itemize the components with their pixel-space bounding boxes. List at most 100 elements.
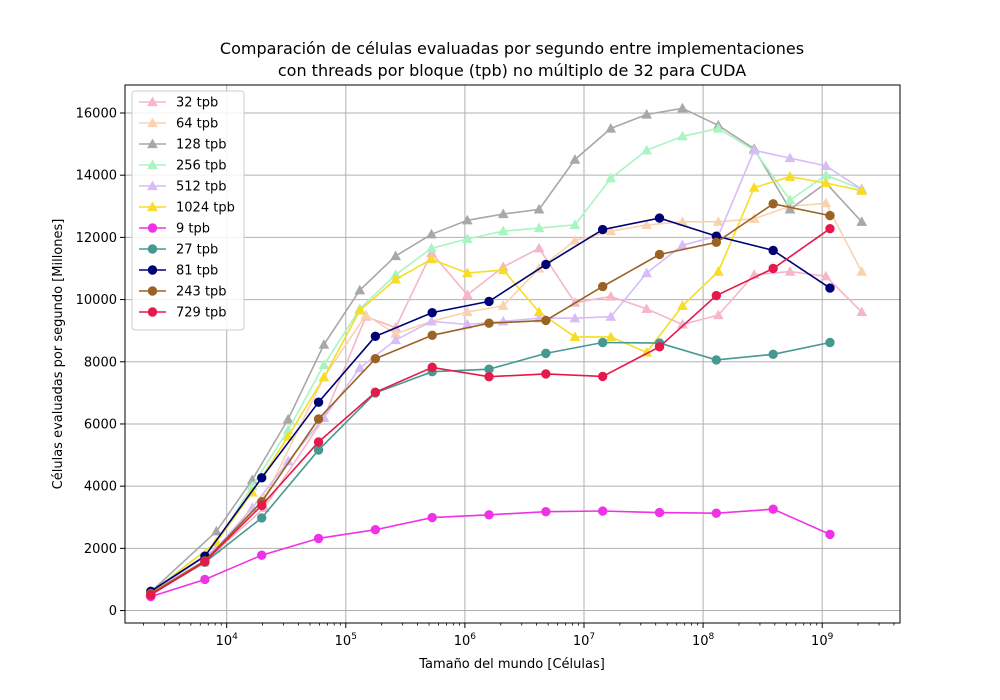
data-point [569, 312, 581, 323]
series-243-tpb [146, 199, 835, 599]
data-point [426, 228, 437, 239]
series-128-tpb [145, 102, 868, 597]
data-point [497, 300, 509, 310]
data-point [541, 369, 551, 379]
data-point [257, 513, 267, 523]
series-lines [145, 102, 868, 602]
data-point [541, 259, 551, 270]
data-point [282, 430, 294, 441]
data-point [677, 102, 688, 113]
data-point [712, 123, 724, 133]
data-point [497, 264, 509, 275]
y-tick-label: 2000 [84, 542, 117, 557]
series-line [150, 202, 863, 594]
data-point [768, 199, 778, 209]
legend-swatch-marker [147, 265, 158, 275]
legend-swatch-marker [147, 180, 158, 191]
data-point [533, 222, 545, 233]
data-point [641, 267, 652, 278]
x-tick-label: 108 [692, 632, 715, 649]
data-point [390, 273, 401, 284]
data-point [820, 270, 832, 281]
data-point [711, 508, 722, 518]
data-point [711, 355, 722, 365]
data-point [677, 239, 688, 250]
data-point [533, 203, 545, 214]
data-point [497, 208, 509, 219]
data-point [825, 223, 835, 234]
data-point [541, 506, 551, 517]
data-point [825, 210, 835, 221]
data-point [257, 550, 267, 560]
data-point [748, 144, 760, 155]
legend-label: 9 tpb [176, 222, 210, 237]
data-point [711, 237, 722, 248]
data-point [569, 331, 581, 341]
data-point [462, 233, 473, 244]
data-point [462, 289, 473, 300]
data-point [318, 339, 330, 349]
data-point [748, 182, 760, 192]
data-point [533, 242, 545, 253]
data-point [605, 331, 617, 341]
data-point [146, 590, 156, 600]
data-point [856, 306, 868, 317]
data-point [597, 281, 608, 292]
data-point [856, 266, 868, 276]
data-point [768, 349, 778, 360]
data-point [462, 214, 473, 225]
data-point [318, 359, 330, 369]
x-tick-label: 106 [454, 632, 477, 649]
series-line [150, 228, 831, 596]
data-point [569, 219, 581, 230]
data-point [641, 144, 652, 155]
chart-title-line-2: con threads por bloque (tpb) no múltiplo… [278, 61, 746, 80]
legend-swatch-marker [147, 159, 158, 170]
data-point [370, 387, 381, 397]
legend-label: 256 tpb [176, 159, 227, 174]
data-point [569, 154, 581, 164]
data-point [427, 362, 437, 373]
data-point [390, 250, 401, 261]
plot-frame [124, 84, 901, 624]
y-tick-label: 10000 [76, 293, 117, 308]
data-point [569, 234, 581, 245]
data-point [597, 506, 608, 516]
data-point [370, 353, 381, 364]
y-tick-label: 4000 [84, 480, 117, 495]
data-point [541, 315, 551, 326]
data-point [390, 334, 401, 345]
data-point [605, 290, 617, 301]
data-point [360, 309, 372, 320]
data-point [354, 304, 366, 315]
data-point [712, 266, 724, 276]
data-point [712, 216, 724, 226]
data-point [484, 318, 494, 328]
data-point [257, 500, 267, 511]
legend-label: 32 tpb [176, 96, 218, 111]
data-point [856, 216, 868, 226]
data-point [427, 330, 437, 341]
data-point [605, 311, 617, 321]
data-point [768, 504, 778, 514]
data-point [282, 413, 294, 424]
data-point [605, 123, 617, 133]
data-point [426, 242, 437, 253]
legend-label: 81 tpb [176, 264, 218, 279]
legend-label: 27 tpb [176, 243, 218, 258]
data-point [484, 372, 494, 382]
data-point [497, 225, 509, 236]
legend-label: 128 tpb [176, 138, 227, 153]
data-point [605, 172, 617, 183]
data-point [200, 574, 210, 585]
data-point [856, 185, 868, 195]
data-point [462, 267, 473, 278]
legend-label: 512 tpb [176, 180, 227, 195]
legend-swatch-marker [147, 117, 158, 128]
data-point [654, 507, 665, 518]
y-tick-label: 16000 [76, 106, 117, 121]
data-point [354, 284, 366, 295]
data-point [784, 171, 796, 181]
data-point [462, 306, 473, 317]
